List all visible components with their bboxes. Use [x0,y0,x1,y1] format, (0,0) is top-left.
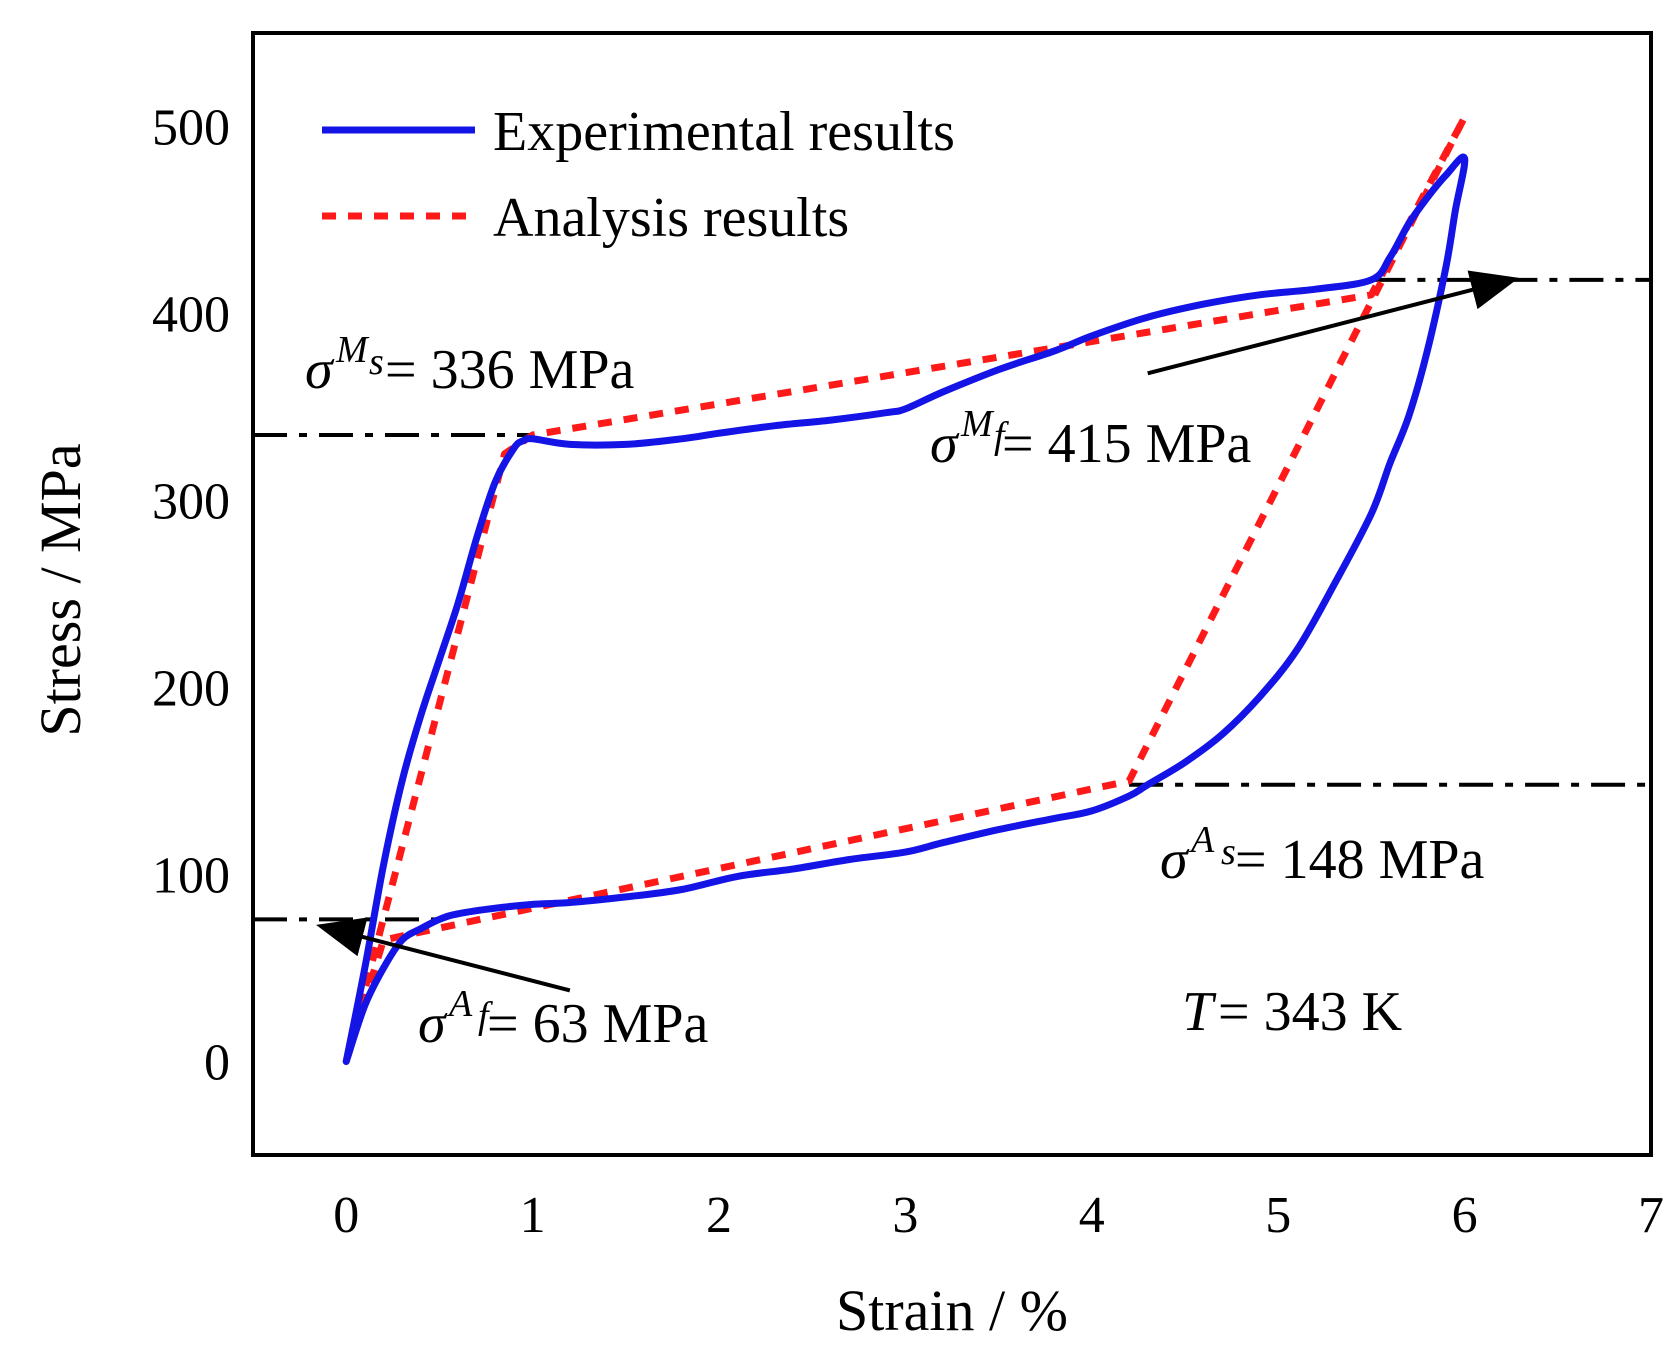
x-tick-label: 7 [1638,1187,1664,1244]
y-tick-label: 400 [152,287,230,344]
x-tick-label: 3 [892,1187,918,1244]
legend-label-experimental: Experimental results [493,101,955,163]
y-axis-label: Stress / MPa [28,443,93,736]
sigma-af-value: = 63 MPa [487,993,709,1055]
y-tick-label: 300 [152,474,230,531]
sigma-as-subscript: s [1221,831,1236,873]
annotation-arrow-mf [1147,270,1519,376]
temperature-value: = 343 K [1218,981,1402,1043]
sigma-as-symbol: σ [1160,829,1190,891]
annotation-arrows [316,270,1519,993]
x-tick-label: 6 [1452,1187,1478,1244]
plot-frame [251,31,1653,1157]
x-tick-label: 2 [706,1187,732,1244]
annotation-sigma-af: σ A f = 63 MPa [418,983,709,1055]
series-layer [342,113,1469,1065]
sigma-mf-symbol: σ [930,413,960,475]
legend: Experimental results Analysis results [322,101,955,249]
annotation-arrow-af [316,917,571,993]
series-experimental-line [342,153,1469,1065]
sigma-mf-superscript: M [960,403,995,445]
sigma-ms-superscript: M [335,329,370,371]
annotation-sigma-as: σ A s = 148 MPa [1160,819,1485,891]
x-tick-label: 1 [520,1187,546,1244]
y-tick-label: 500 [152,100,230,157]
y-tick-label: 100 [152,848,230,905]
y-tick-labels: 0 100 200 300 400 500 [152,100,230,1092]
annotation-temperature: T = 343 K [1182,981,1402,1043]
y-tick-label: 0 [204,1035,230,1092]
series-analysis-line [342,113,1469,1063]
plot-area [251,31,1653,1157]
x-tick-label: 5 [1265,1187,1291,1244]
sigma-af-symbol: σ [418,993,448,1055]
annotation-sigma-mf: σ M f = 415 MPa [930,403,1252,475]
x-axis-label: Strain / % [836,1278,1068,1343]
sigma-ms-value: = 336 MPa [385,339,635,401]
sigma-af-superscript: A [446,983,473,1025]
x-tick-label: 0 [333,1187,359,1244]
x-tick-labels: 0 1 2 3 4 5 6 7 [333,1187,1664,1244]
annotation-sigma-ms: σ M s = 336 MPa [305,329,635,401]
y-tick-label: 200 [152,661,230,718]
temperature-symbol: T [1182,981,1217,1043]
sigma-ms-subscript: s [369,341,384,383]
legend-label-analysis: Analysis results [493,187,849,249]
sigma-ms-symbol: σ [305,339,335,401]
sigma-mf-value: = 415 MPa [1002,413,1252,475]
x-tick-label: 4 [1079,1187,1105,1244]
sigma-as-value: = 148 MPa [1235,829,1485,891]
sigma-as-superscript: A [1188,819,1215,861]
